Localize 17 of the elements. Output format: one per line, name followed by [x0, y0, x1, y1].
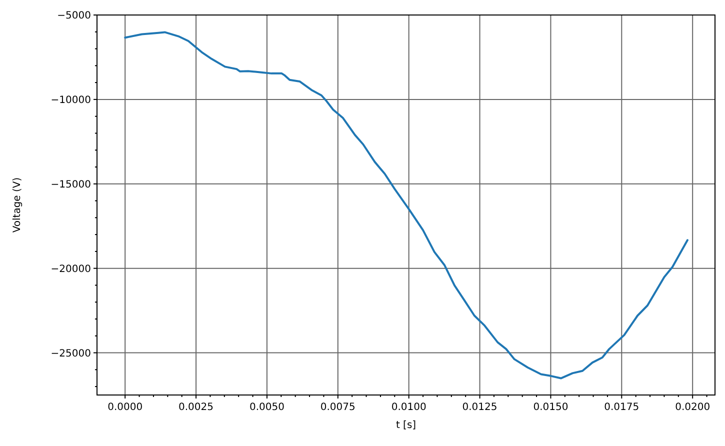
x-tick-label: 0.0200: [675, 402, 710, 413]
x-tick-label: 0.0150: [533, 402, 568, 413]
x-tick-label: 0.0050: [249, 402, 284, 413]
y-tick-label: −10000: [50, 94, 91, 106]
x-tick-label: 0.0075: [320, 402, 356, 413]
x-tick-label: 0.0000: [108, 402, 143, 413]
y-tick-label: −20000: [50, 264, 91, 275]
y-tick-label: −25000: [50, 348, 91, 360]
y-axis-title: Voltage (V): [12, 177, 23, 233]
y-tick-label: −5000: [57, 10, 91, 22]
line-series: [124, 31, 688, 380]
x-tick-label: 0.0100: [391, 402, 426, 413]
x-axis-title: t [s]: [396, 420, 416, 431]
x-tick-label: 0.0125: [462, 402, 498, 413]
x-tick-label: 0.0175: [604, 402, 640, 413]
y-tick-label: −15000: [50, 179, 91, 190]
x-tick-label: 0.0025: [178, 402, 214, 413]
